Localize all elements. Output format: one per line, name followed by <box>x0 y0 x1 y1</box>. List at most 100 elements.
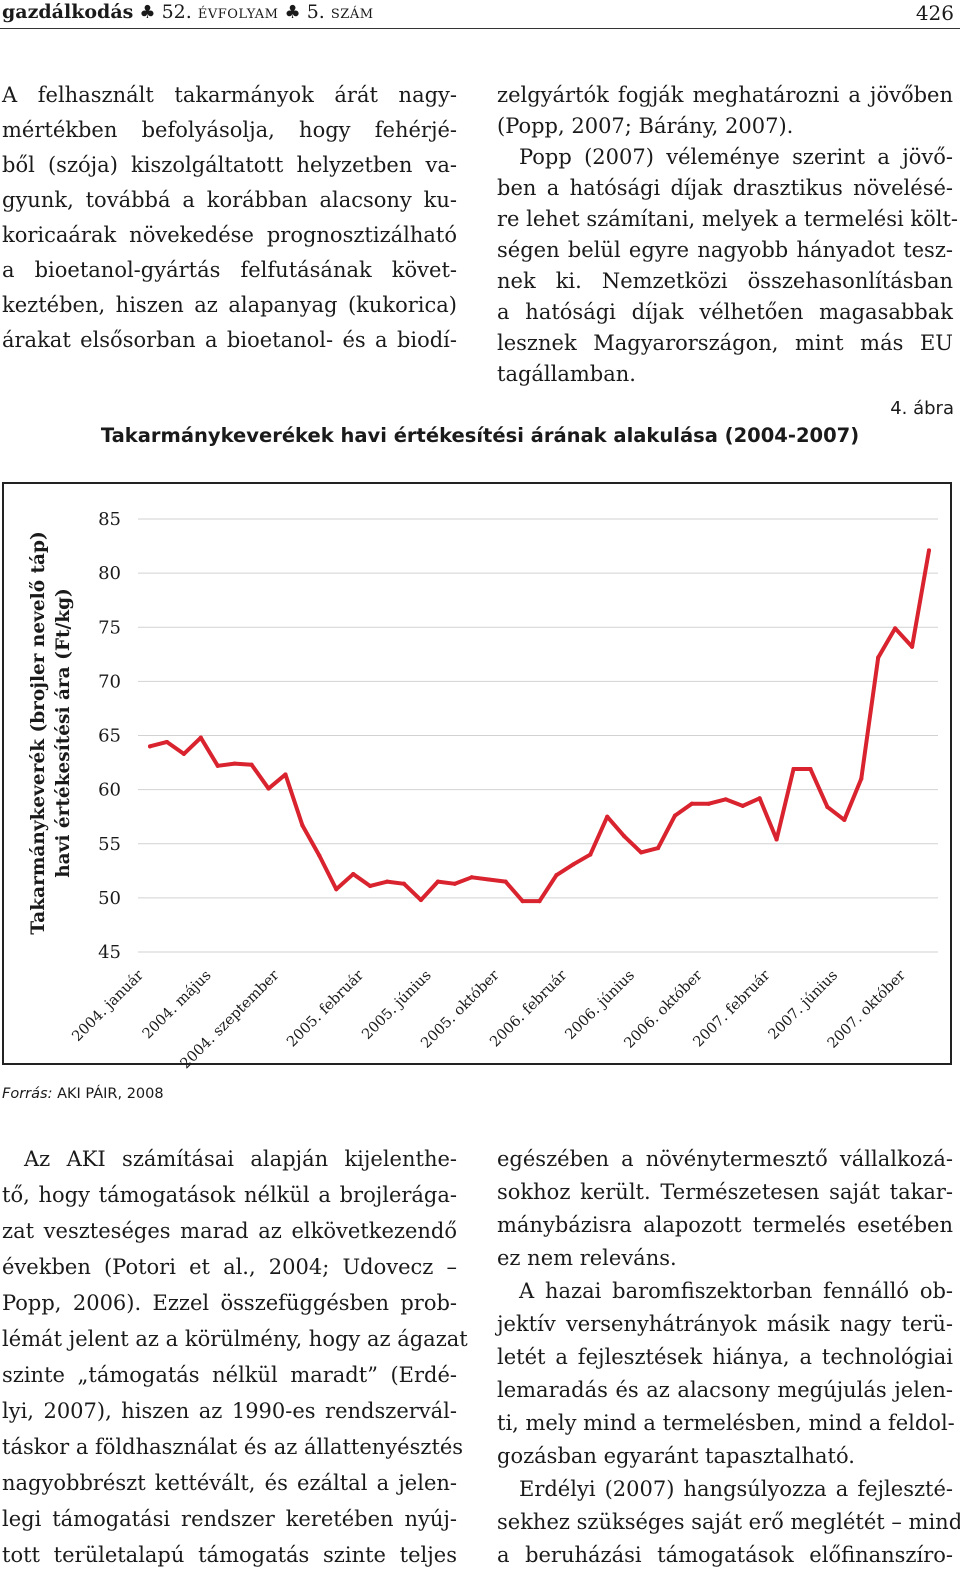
data-point <box>402 881 407 886</box>
text-line: gozásban egyaránt tapasztalható. <box>497 1444 855 1468</box>
running-head: gazdálkodás ♣ 52. ÉVFOLYAM ♣ 5. SZÁM 426 <box>0 0 960 28</box>
data-point <box>774 837 779 842</box>
text-line: gyunk, továbbá a korábban alacsony ku- <box>2 188 457 212</box>
text-line: jektív versenyhátrányok másik nagy terü- <box>497 1312 953 1336</box>
series-line-segment <box>368 879 390 888</box>
series-line-segment <box>283 772 305 828</box>
data-point <box>910 644 915 649</box>
series-line-segment <box>435 879 457 886</box>
data-point <box>859 776 864 781</box>
text-column-top-left: A felhasznált takarmányok árát nagy- mér… <box>2 78 457 358</box>
text-line: lyi, 2007), hiszen az 1990-es rendszervá… <box>2 1399 457 1423</box>
series-line-segment <box>672 801 694 818</box>
series-line-segment <box>266 772 288 791</box>
series-line-segment <box>706 797 728 806</box>
series-line-segment <box>639 846 661 855</box>
text-line: ből (szója) kiszolgáltatott helyzetben v… <box>2 153 457 177</box>
text-line: ben a hatósági díjak drasztikus növelésé… <box>497 176 953 200</box>
series-line-segment <box>859 655 881 781</box>
data-point <box>351 872 356 877</box>
series-line-segment <box>656 813 677 851</box>
figure-source: Forrás: AKI PÁIR, 2008 <box>2 1086 164 1102</box>
y-tick-label: 65 <box>98 726 121 747</box>
data-point <box>452 881 457 886</box>
data-point <box>181 751 186 756</box>
header-divider <box>0 28 960 29</box>
text-line: koricaárak növekedése prognosztizálható <box>2 223 457 247</box>
data-point <box>435 879 440 884</box>
page-number: 426 <box>915 1 954 25</box>
data-point <box>368 883 373 888</box>
text-line: ez nem releváns. <box>497 1246 677 1270</box>
x-tick-label: 2005. június <box>359 968 434 1043</box>
data-point <box>740 803 745 808</box>
data-point <box>148 744 152 749</box>
data-point <box>266 786 271 791</box>
text-line: árakat elsősorban a bioetanol- és a biod… <box>2 328 457 352</box>
series-line-segment <box>452 875 474 886</box>
figure-label: 4. ábra <box>890 398 954 419</box>
text-line: egészében a növénytermesztő vállalkozá- <box>497 1147 953 1171</box>
text-line: lémát jelent az a körülmény, hogy az ága… <box>2 1327 468 1351</box>
text-line: sokhoz került. Természetesen saját takar… <box>497 1180 953 1204</box>
series-line-segment <box>588 814 610 857</box>
text-line: (Popp, 2007; Bárány, 2007). <box>497 114 794 138</box>
text-line: sekhez szükséges saját erő meglétét – mi… <box>497 1510 960 1534</box>
text-line: tott területalapú támogatás szinte telje… <box>2 1543 457 1567</box>
data-point <box>706 801 711 806</box>
data-point <box>385 879 390 884</box>
series-line-segment <box>605 814 627 839</box>
text-line: lemaradás és az alacsony megújulás jelen… <box>497 1378 953 1402</box>
series-line-segment <box>402 881 423 903</box>
text-line: táskor a földhasználat és az állattenyés… <box>2 1435 464 1459</box>
text-line: ségen belül egyre nagyobb hányadot tesz- <box>497 238 953 262</box>
y-tick-label: 80 <box>98 563 121 584</box>
data-point <box>554 873 559 878</box>
text-line: lesznek Magyarországon, mint más EU <box>497 331 953 355</box>
series-line-segment <box>164 739 186 756</box>
y-axis-label-line1: Takarmánykeverék (brojler nevelő táp) <box>28 531 49 934</box>
series-line-segment <box>808 767 830 809</box>
text-line: Az AKI számításai alapján kijelenthe- <box>24 1147 457 1171</box>
data-point <box>537 899 542 904</box>
x-tick-label: 2004. január <box>69 967 146 1044</box>
data-point <box>571 862 576 867</box>
text-column-bottom-left: Az AKI számításai alapján kijelenthe- tő… <box>2 1141 468 1573</box>
text-line: a beruházási támogatások előfinanszíro- <box>497 1543 953 1567</box>
series-line-segment <box>757 796 779 842</box>
data-point <box>198 735 203 740</box>
series-line-segment <box>249 762 271 791</box>
text-column-bottom-right: egészében a növénytermesztő vállalkozá- … <box>497 1143 960 1572</box>
text-line: zat veszteséges marad az elkövetkezendő <box>2 1219 457 1243</box>
data-point <box>249 762 254 767</box>
series-line-segment <box>825 804 847 822</box>
series-line-segment <box>774 767 796 842</box>
data-point <box>215 763 220 768</box>
data-point <box>164 739 169 744</box>
journal-name: gazdálkodás <box>2 1 134 23</box>
text-line: tagállamban. <box>497 362 636 386</box>
volume-word: ÉVFOLYAM <box>197 7 279 22</box>
data-point <box>588 852 593 857</box>
series-line-segment <box>537 873 559 904</box>
series-line-segment <box>334 872 356 892</box>
text-line: ti, mely mind a termelésben, mind a feld… <box>497 1411 955 1435</box>
series-line-segment <box>469 875 491 882</box>
text-line: mánybázisra alapozott termelés esetében <box>497 1213 953 1237</box>
text-line: tő, hogy támogatások nélkül a brojlerága… <box>2 1183 457 1207</box>
series-line-segment <box>876 626 898 660</box>
data-point <box>842 817 847 822</box>
data-point <box>283 772 288 777</box>
y-tick-label: 50 <box>98 888 121 909</box>
data-point <box>825 804 830 809</box>
series-line-segment <box>723 797 745 808</box>
data-point <box>689 801 694 806</box>
data-point <box>317 853 322 858</box>
x-tick-label: 2006. június <box>562 968 637 1043</box>
data-point <box>503 879 508 884</box>
series-line-segment <box>385 879 407 886</box>
text-line: nagyobbrészt kettévált, és ezáltal a jel… <box>2 1471 457 1495</box>
series-line-segment <box>351 872 373 888</box>
data-point <box>605 814 610 819</box>
